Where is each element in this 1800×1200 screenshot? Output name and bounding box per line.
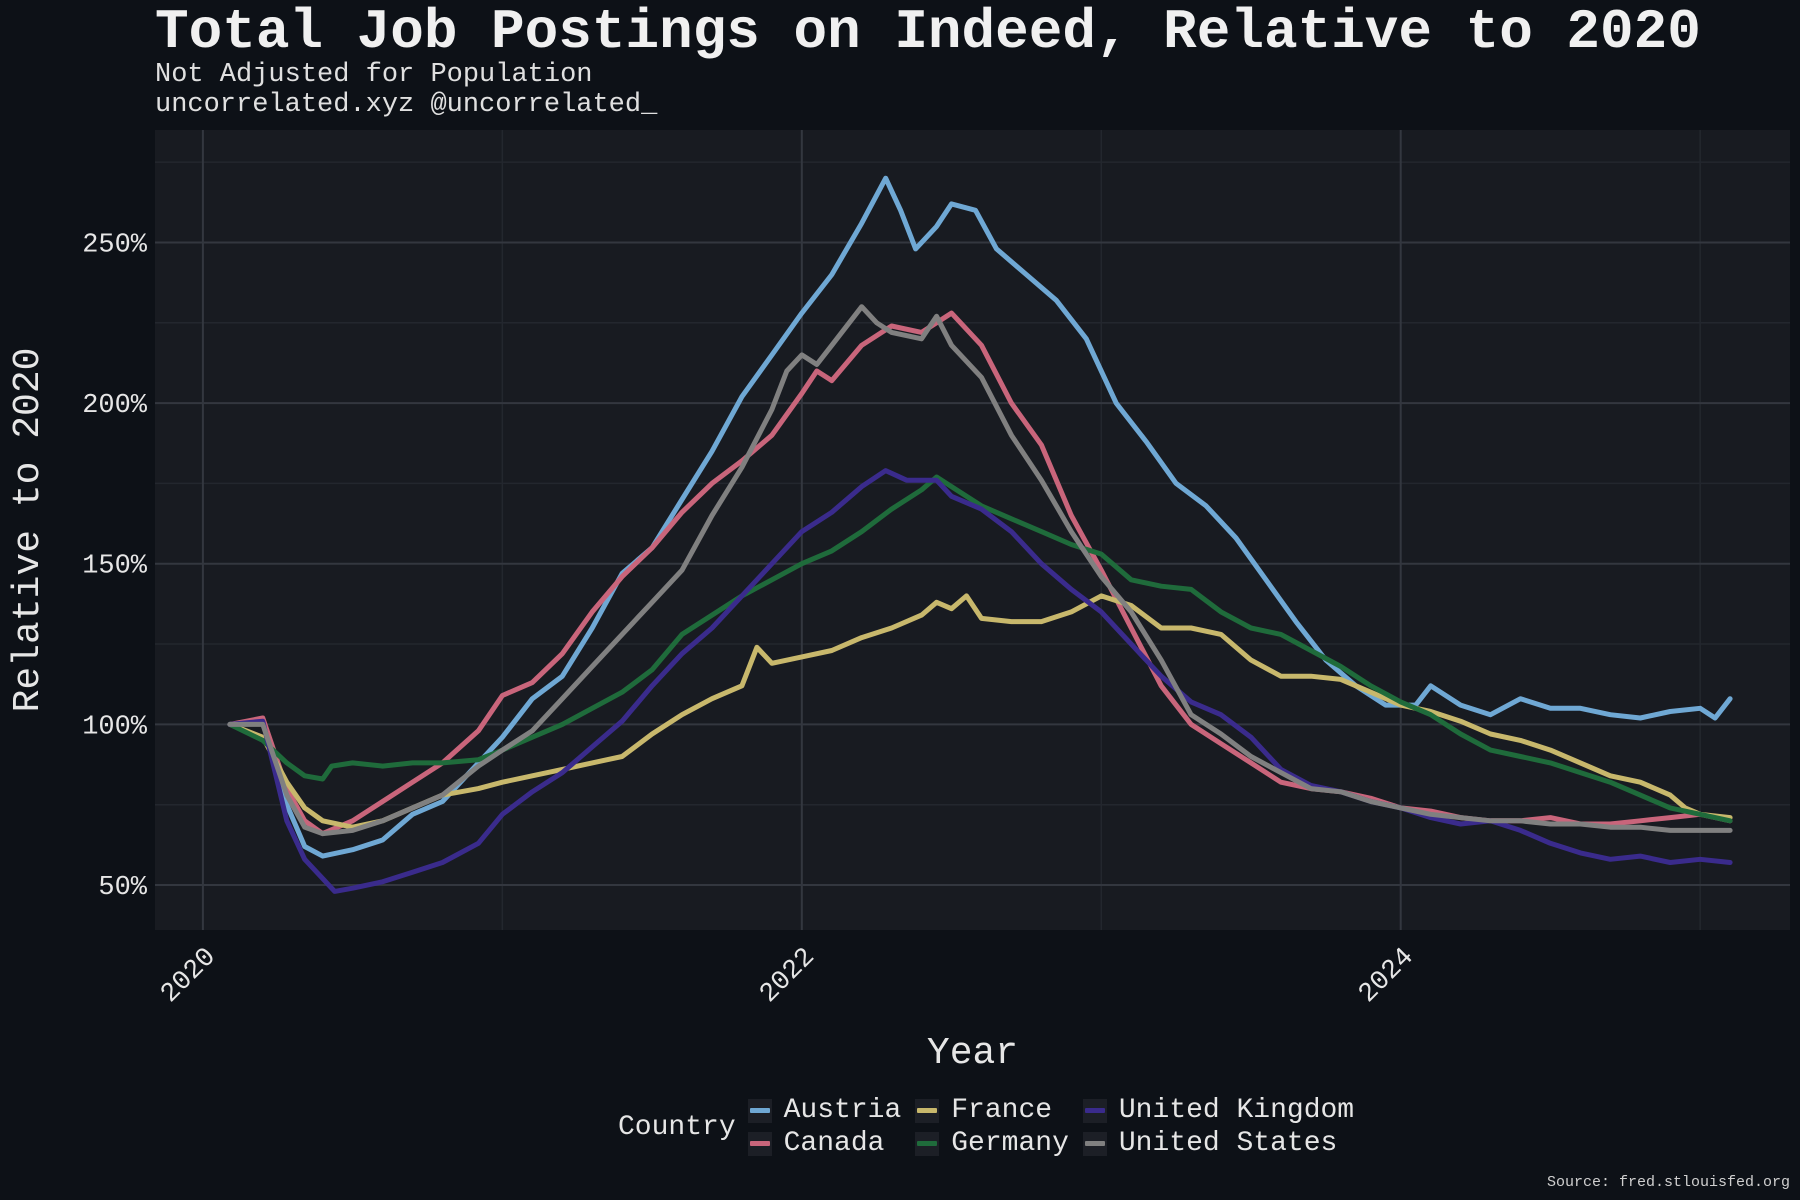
legend-swatch — [1084, 1108, 1105, 1113]
legend-title: Country — [618, 1111, 736, 1143]
legend-label: United States — [1118, 1128, 1338, 1159]
series-line-germany — [227, 474, 1733, 824]
series-line-france — [227, 593, 1733, 830]
gridlines — [155, 130, 1790, 930]
legend-key — [915, 1131, 940, 1156]
legend-label: Austria — [783, 1095, 902, 1126]
x-tick-label: 2022 — [754, 943, 821, 1010]
y-tick-label: 150% — [82, 552, 148, 582]
x-axis-label: Year — [927, 1032, 1018, 1075]
legend-label: Germany — [951, 1128, 1069, 1159]
y-tick-label: 250% — [82, 230, 148, 260]
plot-panel — [155, 130, 1790, 930]
y-axis-label: Relative to 2020 — [7, 348, 50, 713]
legend-key — [915, 1098, 940, 1123]
legend: Country Austria France United Kingdom Canad… — [618, 1095, 1354, 1159]
legend-item-united-states: United States — [1082, 1128, 1354, 1159]
legend-entries: Austria France United Kingdom Canada Germany… — [747, 1095, 1355, 1159]
legend-swatch — [1084, 1141, 1105, 1146]
legend-swatch — [749, 1141, 770, 1146]
chart-subtitle: Not Adjusted for Population — [155, 60, 593, 90]
y-tick-label: 200% — [82, 391, 148, 421]
legend-item-canada: Canada — [747, 1128, 902, 1159]
chart-title: Total Job Postings on Indeed, Relative t… — [155, 0, 1701, 64]
legend-label: Canada — [783, 1128, 885, 1159]
legend-key — [747, 1131, 772, 1156]
legend-swatch — [749, 1108, 770, 1113]
legend-key — [747, 1098, 772, 1123]
y-axis-ticks: 50% 100% 150% 200% 250% — [82, 230, 148, 903]
x-tick-label: 2020 — [156, 943, 223, 1010]
x-axis-ticks: 2020 2022 2024 — [156, 943, 1421, 1010]
legend-item-france: France — [915, 1095, 1069, 1126]
series-line-united-states — [227, 304, 1733, 837]
legend-item-united-kingdom: United Kingdom — [1082, 1095, 1355, 1126]
legend-key — [1082, 1131, 1107, 1156]
chart-attribution: uncorrelated.xyz @uncorrelated_ — [155, 90, 658, 120]
legend-label: United Kingdom — [1118, 1095, 1355, 1126]
y-tick-label: 100% — [82, 712, 148, 742]
legend-swatch — [917, 1141, 938, 1146]
series-lines — [227, 175, 1733, 894]
legend-key — [1082, 1098, 1107, 1123]
legend-swatch — [917, 1108, 938, 1113]
legend-item-germany: Germany — [915, 1128, 1069, 1159]
y-tick-label: 50% — [98, 873, 147, 903]
legend-item-austria: Austria — [747, 1095, 902, 1126]
legend-label: France — [951, 1095, 1053, 1126]
series-line-united-kingdom — [227, 468, 1733, 894]
x-tick-label: 2024 — [1353, 943, 1420, 1010]
source-note: Source: fred.stlouisfed.org — [1546, 1174, 1790, 1191]
